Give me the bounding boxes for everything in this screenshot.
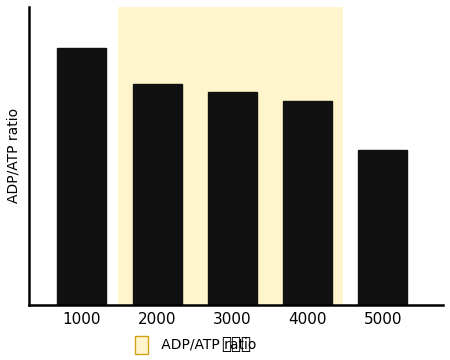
Bar <box>208 93 257 305</box>
X-axis label: 細胞数: 細胞数 <box>221 335 251 353</box>
Bar <box>58 48 106 305</box>
Bar <box>133 84 182 305</box>
Bar <box>283 101 332 305</box>
Bar <box>118 7 343 305</box>
Y-axis label: ADP/ATP ratio: ADP/ATP ratio <box>7 108 21 203</box>
Text: 2.   ADP/ATP ratio: 2. ADP/ATP ratio <box>135 338 256 352</box>
Bar <box>358 150 407 305</box>
